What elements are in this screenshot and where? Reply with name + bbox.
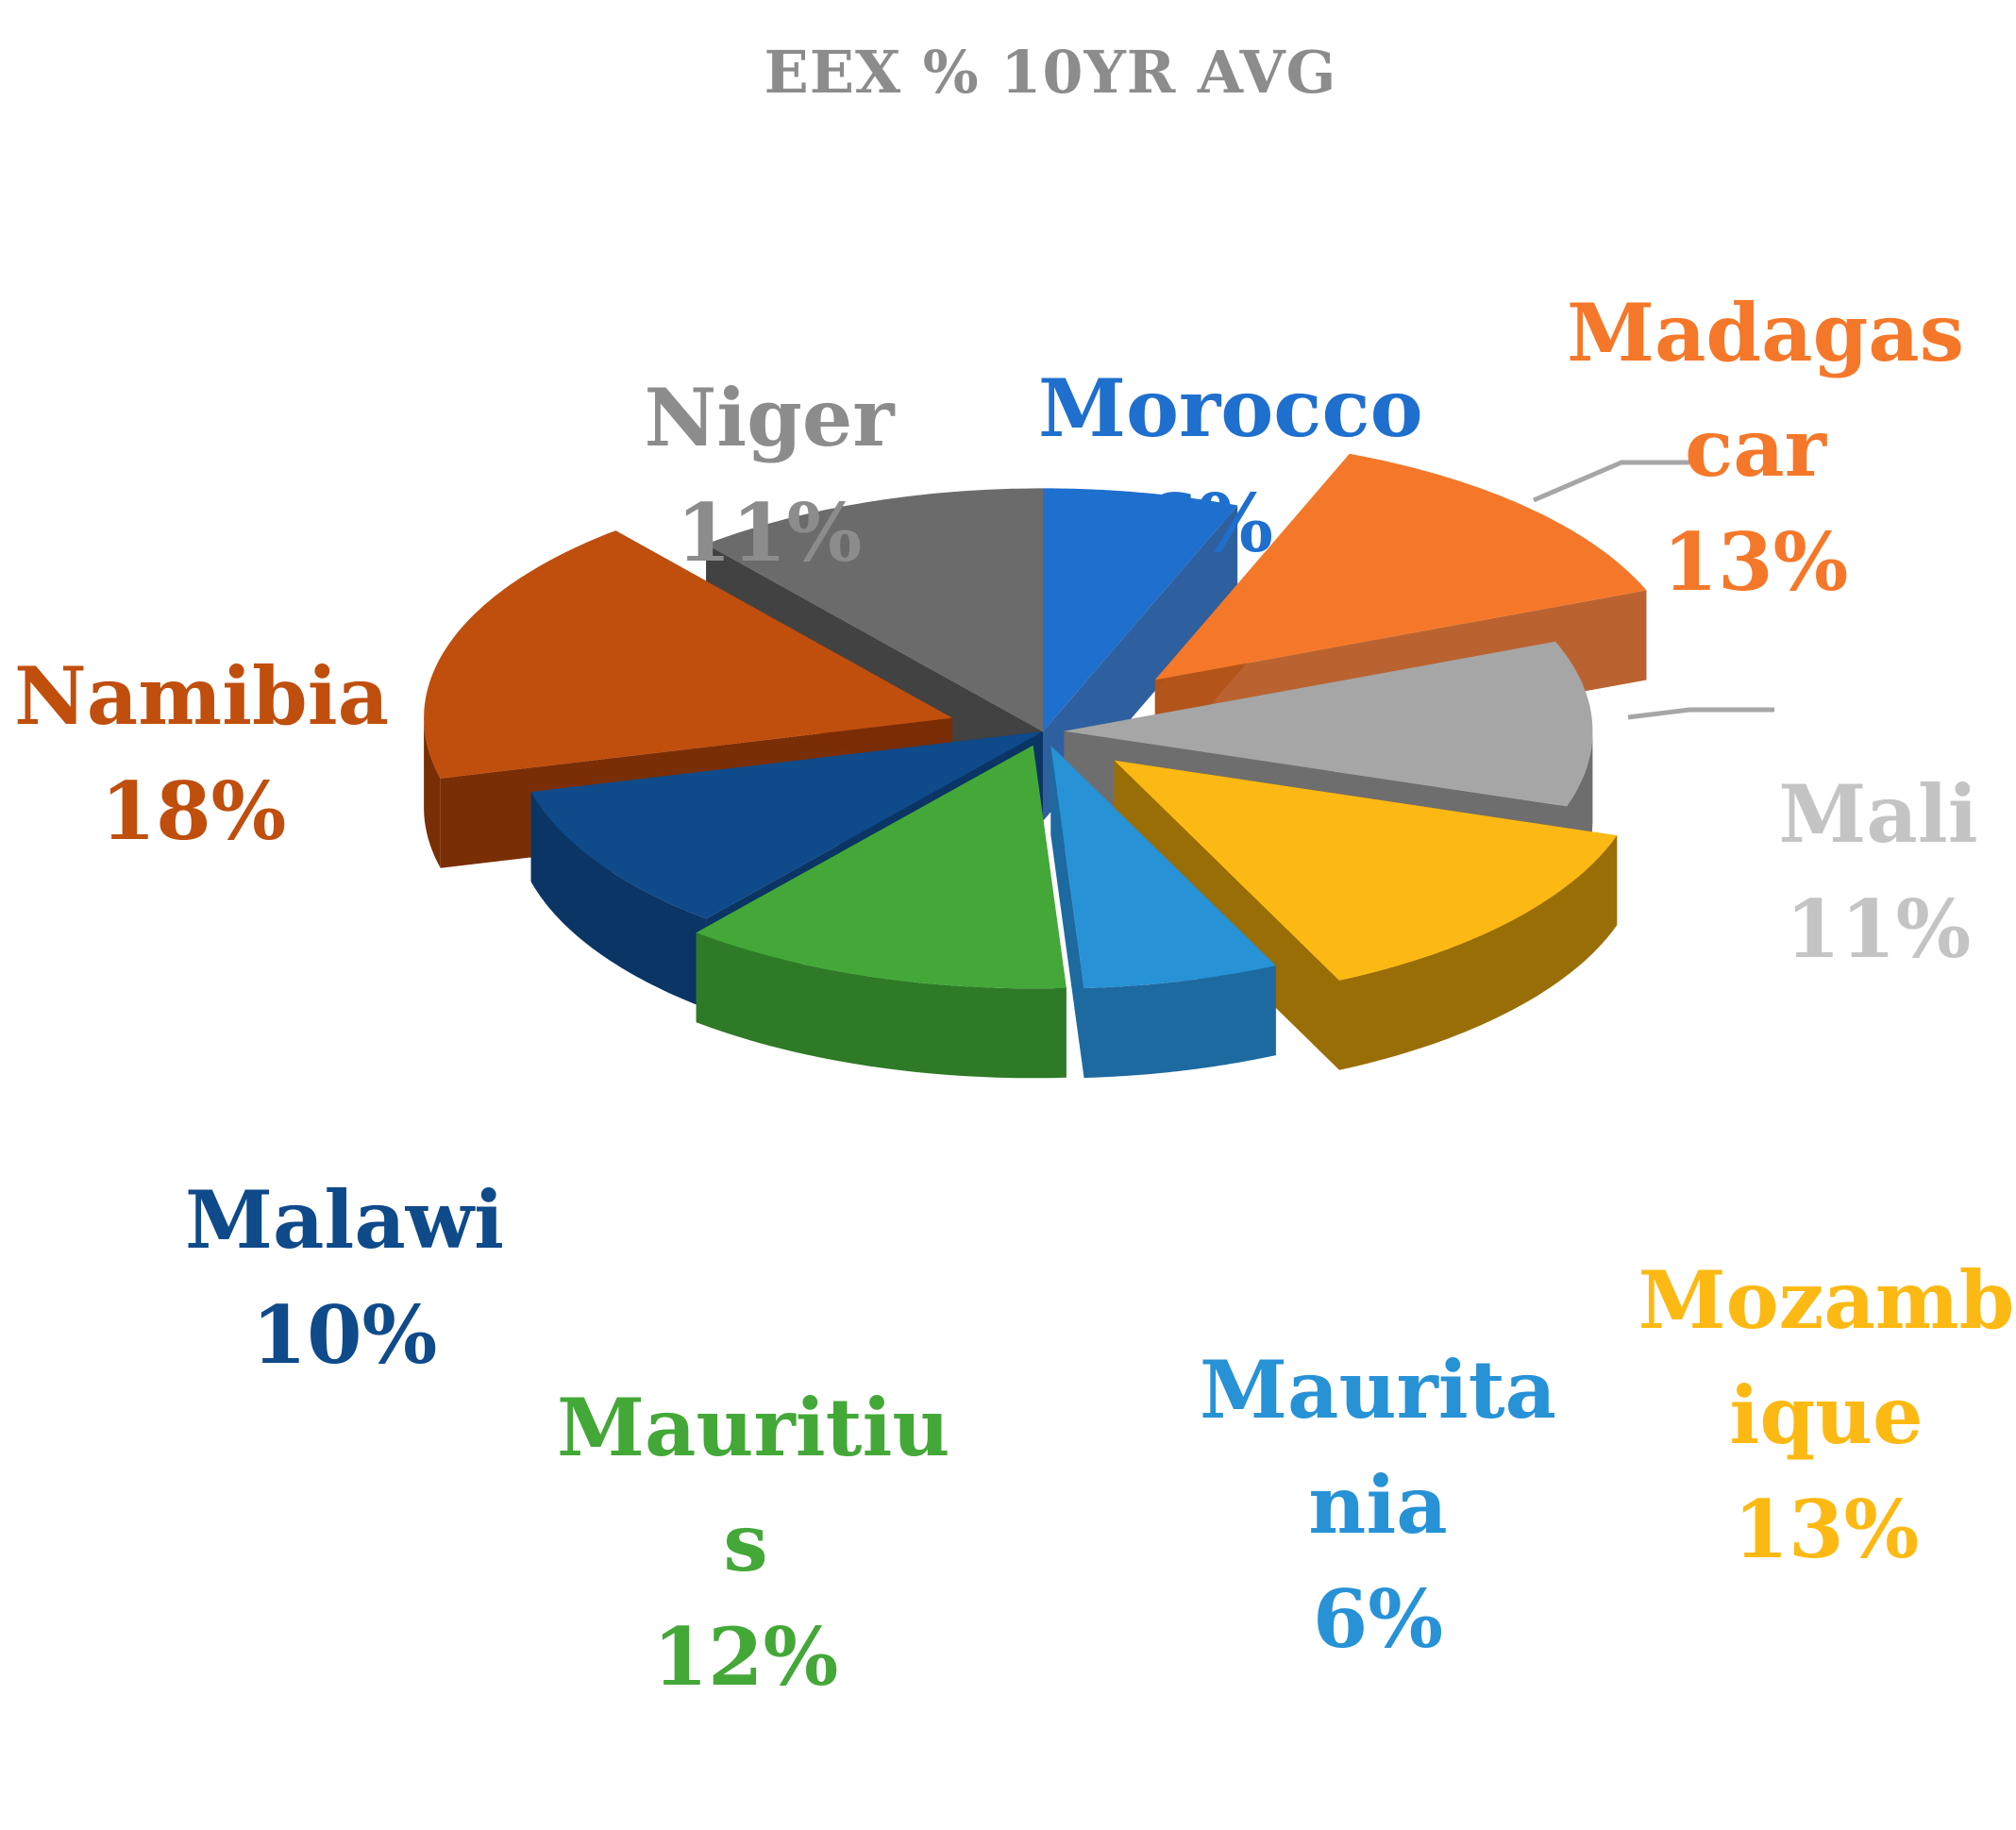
pie-plot	[424, 453, 1774, 1079]
slice-top-niger	[706, 488, 1043, 731]
slice-top-mozambique	[1114, 760, 1618, 981]
label-mali: Mali 11%	[1778, 766, 1978, 976]
slice-mauritius	[696, 745, 1067, 1079]
slice-top-malawi	[530, 731, 1043, 919]
slice-top-morocco	[1043, 488, 1238, 731]
slice-cut-mauritania-1	[1050, 745, 1084, 1079]
slice-top-mali	[1064, 641, 1593, 807]
slice-side-mozambique	[1339, 835, 1618, 1070]
label-morocco: Morocco 6%	[1038, 361, 1423, 570]
leader-line-mali	[1627, 707, 1774, 720]
label-malawi: Malawi 10%	[185, 1172, 504, 1382]
chart-title: EEX % 10YR AVG	[764, 38, 1337, 107]
slice-mauritania	[1050, 745, 1276, 1079]
slice-top-madagascar	[1154, 453, 1647, 680]
label-madagascar: Madagas car 13%	[1567, 285, 1965, 610]
pie-chart: EEX % 10YR AVG Morocco 6% Madagas car 13% …	[14, 38, 2014, 1704]
slice-cut-mozambique-1	[1114, 760, 1340, 1070]
slice-top-namibia	[424, 530, 953, 779]
slice-top-mauritius	[696, 745, 1067, 989]
label-mauritius: Mauritiu s 12%	[557, 1380, 950, 1704]
slice-mozambique	[1114, 760, 1618, 1070]
leader-line-madagascar	[1533, 460, 1689, 503]
slice-side-namibia	[424, 717, 441, 868]
slice-top-mauritania	[1050, 746, 1276, 989]
label-mauritania: Maurita nia 6%	[1200, 1342, 1556, 1667]
label-mozambique: Mozamb ique 13%	[1638, 1252, 2015, 1577]
label-namibia: Namibia 18%	[14, 648, 390, 858]
label-niger: Niger 11%	[644, 370, 895, 579]
